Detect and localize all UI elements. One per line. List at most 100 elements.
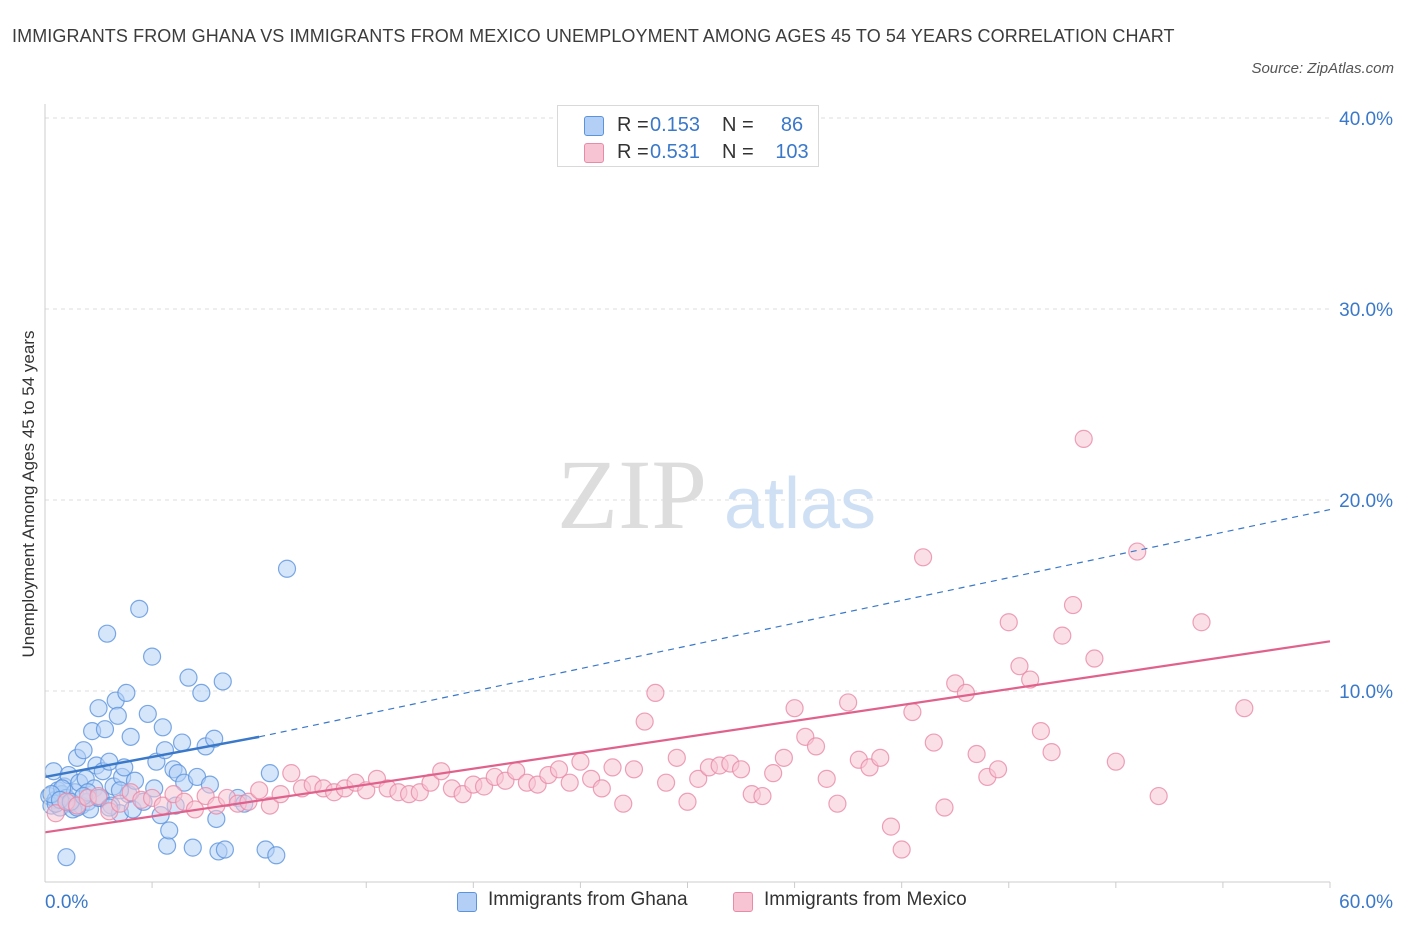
ghana-point xyxy=(89,699,108,718)
mexico-point xyxy=(1063,595,1083,615)
mexico-point xyxy=(892,840,911,859)
ghana-point xyxy=(172,733,192,752)
mexico-point xyxy=(1074,429,1093,448)
legend-box: R = 0.153 N = 86 R = 0.531 N = 103 xyxy=(557,105,819,167)
axis-layer: 10.0% 20.0% 30.0% 40.0% 0.0% 60.0% xyxy=(44,104,1393,913)
mexico-point xyxy=(1149,786,1168,806)
mexico-point xyxy=(935,798,954,817)
ghana-point xyxy=(153,718,172,737)
mexico-point xyxy=(282,764,301,783)
x-tick-label-min: 0.0% xyxy=(45,892,88,913)
mexico-point xyxy=(828,794,847,813)
mexico-point xyxy=(1085,649,1104,668)
mexico-point xyxy=(592,779,611,798)
mexico-point xyxy=(903,702,922,722)
mexico-point xyxy=(1106,752,1125,771)
y-tick-label: 10.0% xyxy=(1339,682,1393,703)
trend-layer xyxy=(44,508,1331,834)
mexico-point xyxy=(689,769,708,788)
mexico-point xyxy=(89,786,108,806)
mexico-point xyxy=(624,760,644,779)
x-tick-label-max: 60.0% xyxy=(1339,892,1393,913)
mexico-point xyxy=(646,683,665,703)
ghana-point xyxy=(117,683,136,703)
ghana-point xyxy=(267,846,286,865)
y-axis-label: Unemployment Among Ages 45 to 54 years xyxy=(19,331,38,658)
mexico-point xyxy=(1021,670,1040,689)
ghana-point xyxy=(157,836,177,855)
mexico-point xyxy=(924,733,943,752)
ghana-point xyxy=(121,727,140,746)
mexico-point xyxy=(614,794,633,813)
ghana-point xyxy=(130,599,149,618)
legend-n-label: N = xyxy=(722,114,754,136)
ghana-point xyxy=(142,647,162,666)
legend-swatch-mexico xyxy=(584,143,604,163)
ghana-point xyxy=(95,720,115,739)
mexico-point xyxy=(871,748,890,767)
ghana-trend-line xyxy=(44,735,260,779)
ghana-point xyxy=(179,668,198,687)
points-layer xyxy=(40,429,1254,867)
mexico-point xyxy=(560,773,579,792)
bottom-legend-label-ghana: Immigrants from Ghana xyxy=(488,889,688,910)
mexico-point xyxy=(753,786,772,806)
ghana-point xyxy=(192,683,211,703)
legend-n-value-mexico: 103 xyxy=(775,141,809,163)
mexico-point xyxy=(1128,542,1147,561)
mexico-point xyxy=(667,748,686,767)
mexico-point xyxy=(571,752,590,771)
ghana-point xyxy=(183,838,202,857)
watermark-zip: ZIP xyxy=(557,439,707,550)
mexico-point xyxy=(999,613,1018,632)
mexico-point xyxy=(731,760,751,779)
ghana-point xyxy=(98,624,117,643)
mexico-point xyxy=(46,804,65,823)
grid-layer xyxy=(45,117,1330,692)
ghana-point xyxy=(215,840,234,859)
legend-r-value-ghana: 0.153 xyxy=(650,114,701,136)
mexico-point xyxy=(1031,722,1050,741)
mexico-point xyxy=(260,796,279,815)
ghana-point xyxy=(205,729,224,748)
ghana-point xyxy=(277,559,297,578)
ghana-point xyxy=(108,706,127,725)
y-tick-label: 40.0% xyxy=(1339,109,1393,130)
legend-r-label: R = xyxy=(617,141,649,163)
mexico-point xyxy=(549,760,569,779)
mexico-point xyxy=(956,683,976,703)
legend-r-label: R = xyxy=(617,114,649,136)
ghana-point xyxy=(74,741,93,760)
mexico-trend-line xyxy=(44,640,1331,834)
ghana-point xyxy=(213,672,232,691)
source-label: Source: ZipAtlas.com xyxy=(1251,60,1394,77)
mexico-point xyxy=(1010,657,1029,676)
mexico-point xyxy=(432,762,451,781)
ghana-point xyxy=(260,764,279,783)
mexico-point xyxy=(110,794,130,813)
y-tick-label: 20.0% xyxy=(1339,491,1393,512)
mexico-point xyxy=(785,699,804,718)
mexico-point xyxy=(271,785,290,804)
mexico-point xyxy=(1235,699,1254,718)
mexico-point xyxy=(678,792,697,811)
mexico-point xyxy=(881,817,901,836)
mexico-point xyxy=(250,781,269,800)
bottom-legend-swatch-mexico xyxy=(733,892,753,912)
mexico-point xyxy=(1053,626,1072,645)
mexico-point xyxy=(839,693,858,712)
mexico-point xyxy=(603,758,622,777)
y-tick-label: 30.0% xyxy=(1339,300,1393,321)
ghana-point xyxy=(57,848,76,867)
legend-swatch-ghana xyxy=(584,116,604,136)
mexico-point xyxy=(764,764,783,783)
mexico-point xyxy=(967,744,986,764)
mexico-point xyxy=(774,748,793,767)
ghana-point xyxy=(160,821,179,840)
mexico-point xyxy=(806,737,826,756)
mexico-point xyxy=(635,712,654,731)
bottom-legend-swatch-ghana xyxy=(457,892,477,912)
legend-n-value-ghana: 86 xyxy=(780,114,804,136)
mexico-point xyxy=(913,548,933,567)
